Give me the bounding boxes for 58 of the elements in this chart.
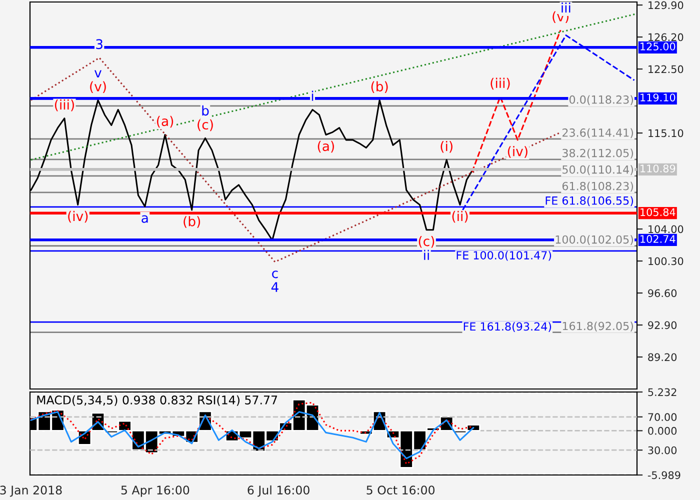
y-tick-label: 104.00 [648, 225, 684, 234]
annotation: (b) [184, 216, 200, 228]
annotation: (a) [318, 140, 334, 153]
ref-line-label: 119.10 [640, 94, 676, 102]
y-tick-label: 89.20 [648, 353, 677, 362]
ref-line-label: 125.00 [640, 42, 676, 50]
annotation: iii [562, 2, 570, 13]
y-tick-label: 129.90 [648, 1, 684, 10]
y-tick-label: 115.10 [648, 129, 684, 138]
chart-title: MACD(5,34,5) 0.938 0.832 RSI(14) 57.77 [37, 395, 278, 406]
annotation: 4 [271, 282, 278, 292]
ref-line-label: FE 61.8(106.55) [546, 196, 634, 206]
annotation: (v) [90, 81, 106, 94]
ref-line-label: 61.8(108.23) [562, 182, 634, 192]
annotation: b [202, 105, 209, 116]
ref-line-label: FE 100.0(101.47) [456, 250, 552, 261]
ref-line-label: FE 161.8(93.24) [464, 322, 552, 332]
x-tick-label: 5 Oct 16:00 [366, 486, 435, 495]
y-tick-label: 100.30 [648, 257, 684, 266]
y-tick-label: -5.989 [648, 471, 680, 480]
ref-line-label: 38.2(112.05) [562, 148, 634, 159]
annotation: ii [424, 250, 429, 260]
y2-tick-label: 30.00 [648, 446, 677, 454]
y-tick-label: 96.60 [648, 289, 677, 298]
annotation: i [312, 90, 314, 101]
annotation: (c) [418, 236, 434, 248]
annotation: (iii) [54, 99, 74, 112]
annotation: (iv) [508, 146, 528, 158]
ref-line-label: 105.84 [640, 208, 676, 216]
y-tick-label: 126.20 [648, 33, 684, 42]
annotation: (a) [156, 116, 174, 128]
annotation: v [94, 70, 102, 78]
ref-line-label: 23.6(114.41) [562, 128, 634, 138]
ref-line-label: 50.0(110.14) [562, 165, 634, 176]
annotation: 3 [96, 39, 102, 50]
annotation: (iv) [68, 210, 88, 223]
x-tick-label: 5 Apr 16:00 [121, 486, 190, 497]
y2-tick-label: 70.00 [648, 413, 677, 422]
annotation: (i) [440, 140, 452, 153]
annotation: (c) [198, 119, 213, 132]
ref-line-label: 161.8(92.05) [562, 322, 634, 332]
y-tick-label: 5.232 [648, 388, 676, 396]
y-tick-label: 122.50 [648, 65, 684, 74]
annotation: (b) [371, 81, 388, 94]
y-tick-label: 92.90 [648, 321, 677, 330]
ref-line-label: 110.89 [640, 164, 676, 172]
ref-line-label: 102.74 [640, 235, 676, 243]
line-series [30, 411, 474, 460]
annotation: c [272, 270, 278, 278]
annotation: (ii) [452, 210, 468, 223]
ref-line-label: 0.0(118.23) [569, 95, 634, 106]
line-series [471, 29, 562, 173]
ref-line-label: 100.0(102.05) [556, 235, 634, 246]
y-tick-label: 0.000 [648, 426, 677, 435]
annotation: a [142, 215, 148, 223]
x-tick-label: 6 Jul 16:00 [248, 485, 310, 497]
annotation: (iii) [490, 78, 510, 90]
x-tick-label: 3 Jan 2018 [0, 486, 62, 497]
